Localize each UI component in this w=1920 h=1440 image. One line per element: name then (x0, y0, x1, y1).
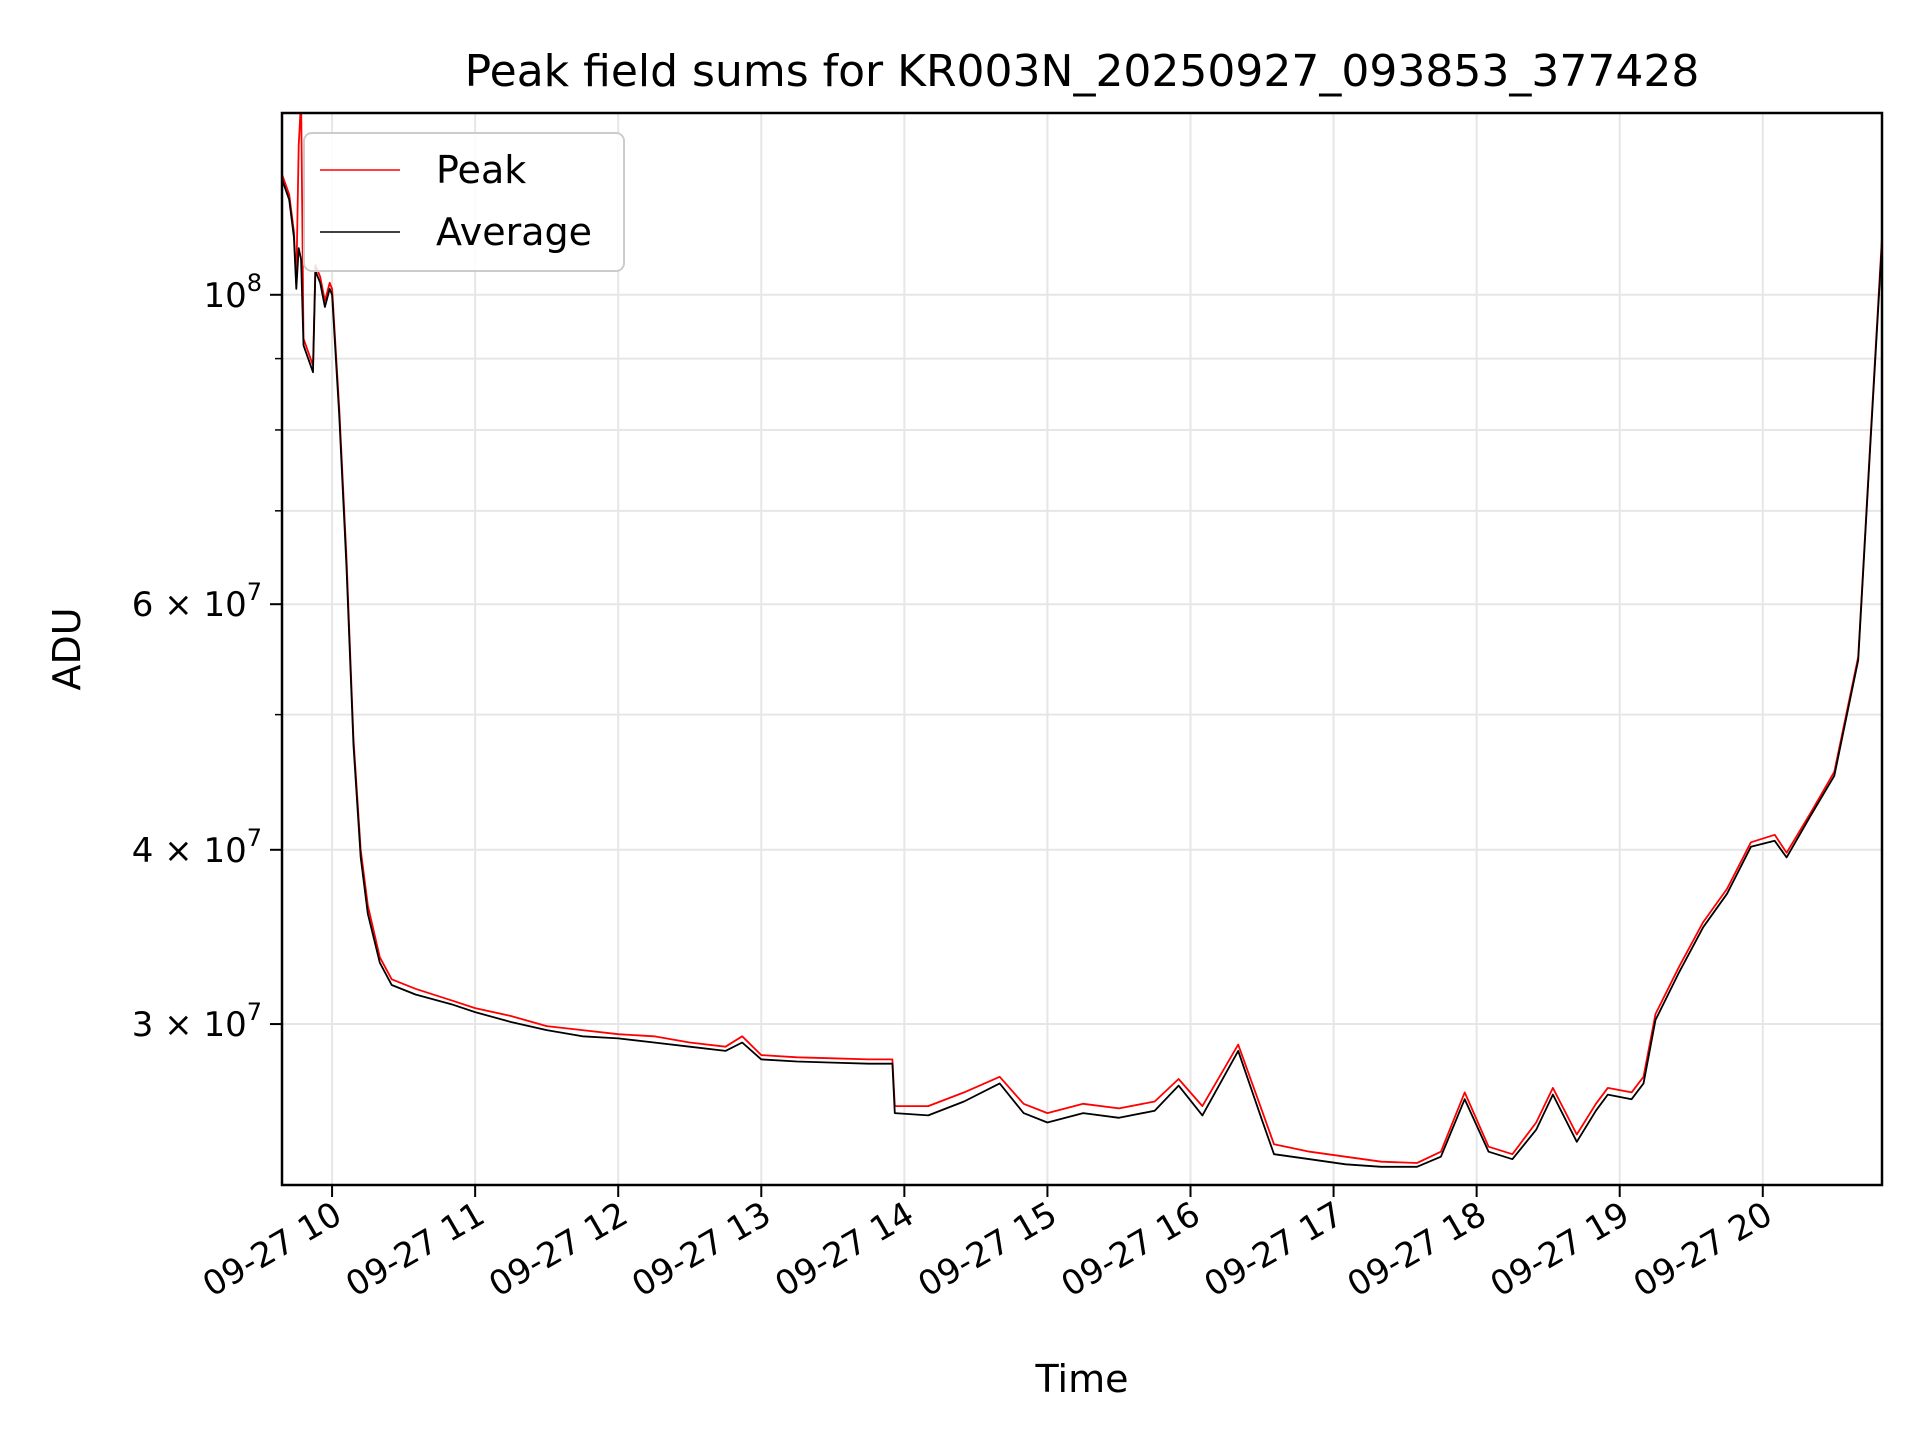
series-line-average (282, 179, 1882, 1168)
series-group (282, 113, 1882, 1168)
legend-frame (303, 132, 625, 272)
legend-average-label: Average (436, 210, 592, 254)
legend-peak-label: Peak (436, 148, 526, 192)
y-tick-label-3: 108 (203, 269, 262, 316)
chart-title: Peak field sums for KR003N_20250927_0938… (465, 46, 1700, 97)
plot-frame (280, 111, 1884, 1187)
y-tick-label-1: 4 × 107 (132, 824, 262, 871)
y-tick-label-0: 3 × 107 (132, 998, 262, 1045)
y-axis: 3 × 107 4 × 107 6 × 107 108 (132, 269, 282, 1045)
y-tick-label-2: 6 × 107 (132, 578, 262, 625)
y-axis-label: ADU (45, 607, 89, 690)
legend: Peak Average (303, 132, 625, 272)
x-axis-label: Time (1035, 1357, 1129, 1401)
